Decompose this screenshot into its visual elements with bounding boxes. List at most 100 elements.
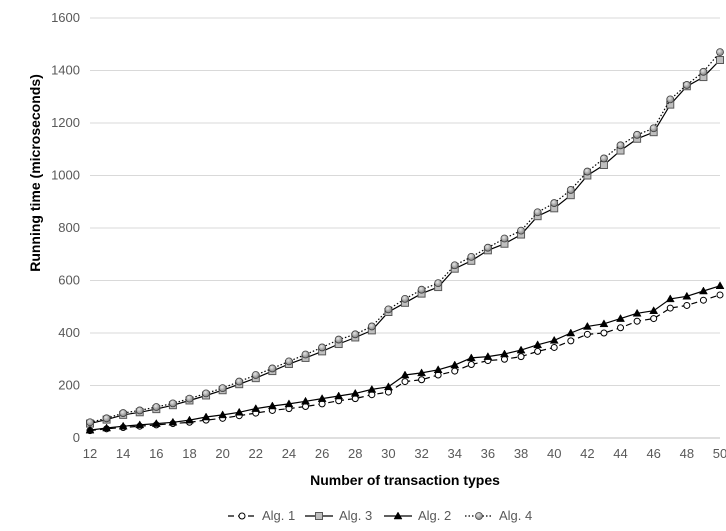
y-tick-label: 1200 [51, 115, 80, 130]
data-point [151, 419, 161, 427]
x-tick-label: 16 [149, 446, 163, 461]
data-point [716, 291, 724, 299]
series-alg-1 [86, 291, 724, 435]
data-point [152, 403, 161, 411]
data-point [534, 347, 542, 355]
data-point [600, 154, 608, 163]
data-point [566, 328, 576, 337]
x-tick-label: 26 [315, 446, 329, 461]
data-point [500, 234, 509, 243]
data-point [698, 286, 708, 295]
data-point [599, 319, 609, 328]
series-line [89, 294, 721, 432]
x-tick-label: 40 [547, 446, 561, 461]
x-tick-label: 44 [613, 446, 627, 461]
data-point [632, 308, 642, 317]
data-point [401, 294, 409, 303]
data-point [168, 399, 177, 408]
series-line [89, 285, 721, 431]
data-point [567, 337, 575, 345]
data-point [550, 343, 558, 351]
data-point [85, 425, 95, 434]
data-point [351, 330, 360, 339]
data-point [202, 389, 210, 398]
legend-label: Alg. 4 [499, 508, 532, 523]
data-point [533, 208, 542, 217]
data-point [285, 357, 293, 366]
data-point [301, 350, 310, 359]
x-tick-label: 28 [348, 446, 362, 461]
data-point [633, 317, 641, 325]
legend-marker [475, 512, 483, 520]
data-point [549, 335, 559, 344]
data-point [135, 406, 144, 415]
data-point [400, 370, 410, 379]
data-point [583, 330, 591, 338]
data-point [417, 368, 427, 377]
x-tick-label: 24 [282, 446, 296, 461]
data-point [235, 377, 244, 386]
data-point [583, 167, 592, 176]
x-tick-label: 20 [215, 446, 229, 461]
data-point [483, 243, 492, 252]
data-point [301, 396, 310, 405]
data-point [218, 410, 228, 419]
data-point [168, 417, 178, 426]
series-line [89, 51, 721, 423]
data-point [418, 376, 426, 384]
series-layer [85, 48, 725, 435]
data-point [334, 335, 343, 344]
data-point [102, 414, 111, 423]
data-point [384, 305, 393, 314]
data-point [616, 141, 625, 150]
legend-item: Alg. 3 [305, 508, 372, 523]
data-point [649, 306, 659, 314]
x-tick-label: 22 [249, 446, 263, 461]
data-point [401, 378, 409, 386]
data-point [268, 364, 277, 373]
y-axis-title: Running time (microseconds) [27, 74, 43, 272]
data-point [119, 409, 128, 417]
x-tick-label: 18 [182, 446, 196, 461]
y-tick-label: 800 [58, 220, 80, 235]
x-tick-label: 48 [680, 446, 694, 461]
legend-marker [393, 511, 403, 520]
data-point [185, 394, 194, 403]
y-tick-label: 1000 [51, 168, 80, 183]
y-tick-label: 0 [73, 430, 80, 445]
legend: Alg. 1 Alg. 3 Alg. 2 Alg. 4 [228, 508, 532, 523]
data-point [434, 279, 443, 288]
data-point [284, 399, 294, 408]
data-point [617, 324, 625, 332]
legend-item: Alg. 2 [384, 508, 451, 523]
data-point [317, 394, 327, 402]
series-line [89, 59, 721, 425]
data-point [633, 130, 642, 139]
data-point [665, 294, 675, 303]
data-point [135, 420, 145, 429]
data-point [467, 361, 475, 368]
data-point [201, 412, 211, 421]
x-tick-label: 46 [646, 446, 660, 461]
data-point [383, 382, 393, 391]
data-point [517, 353, 525, 361]
legend-label: Alg. 1 [262, 508, 295, 523]
data-point [650, 315, 658, 323]
y-tick-label: 200 [58, 378, 80, 393]
legend-label: Alg. 2 [418, 508, 451, 523]
gridlines [90, 17, 720, 386]
x-tick-label: 34 [448, 446, 462, 461]
data-point [450, 261, 459, 270]
data-point [367, 384, 377, 393]
data-point [483, 352, 493, 360]
y-tick-label: 1600 [51, 10, 80, 25]
data-point [218, 384, 227, 393]
x-tick-label: 50 [713, 446, 726, 461]
data-point [251, 371, 260, 379]
data-point [318, 343, 327, 352]
x-axis-title: Number of transaction types [310, 472, 500, 488]
data-point [516, 345, 526, 354]
data-point [600, 329, 608, 337]
data-point [367, 322, 376, 331]
x-tick-label: 32 [414, 446, 428, 461]
